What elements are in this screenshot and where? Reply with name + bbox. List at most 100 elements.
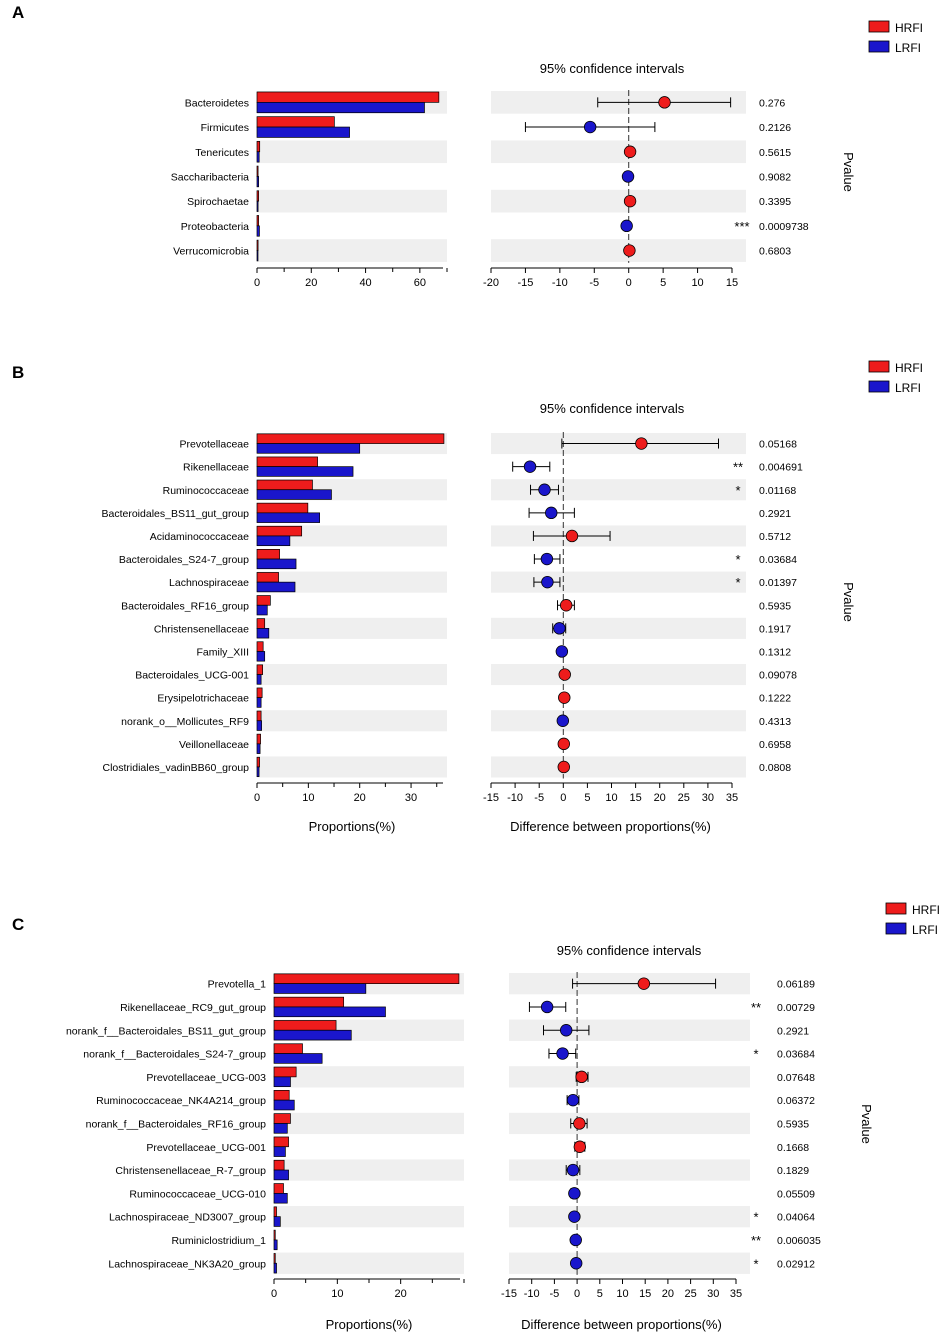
legend: HRFI LRFI	[868, 360, 923, 395]
row-band-right	[491, 617, 746, 639]
row-band-left	[257, 664, 447, 686]
diff-axis-tick-label: -15	[517, 277, 533, 289]
diff-axis-tick-label: 5	[660, 277, 666, 289]
bar-hrfi	[273, 1090, 290, 1101]
category-label: Verrucomicrobia	[173, 246, 249, 258]
category-label: norank_f__Bacteroidales_BS11_gut_group	[66, 1025, 266, 1037]
category-label: Spirochaetae	[187, 196, 249, 208]
difference-point	[623, 194, 637, 208]
bar-lrfi	[256, 535, 291, 547]
difference-point	[573, 1117, 586, 1130]
pvalue-axis-label: Pvalue	[859, 1104, 874, 1144]
pvalue-text: 0.1312	[759, 646, 791, 658]
pvalue-text: 0.9082	[759, 171, 791, 183]
difference-point	[523, 460, 537, 473]
bar-hrfi	[256, 548, 280, 560]
diff-axis-tick-label: 30	[707, 1288, 719, 1300]
pvalue-text: 0.4313	[759, 716, 791, 728]
difference-point	[560, 1024, 573, 1037]
row-band-right	[491, 239, 746, 262]
category-label: Tenericutes	[195, 147, 249, 159]
significance-mark: **	[733, 460, 743, 475]
diff-axis-tick-label: -10	[552, 277, 568, 289]
pvalue-text: 0.06372	[777, 1095, 815, 1107]
diff-axis-title: Difference between proportions(%)	[521, 1317, 722, 1332]
bar-lrfi	[273, 1029, 352, 1041]
bar-axis-tick-label: 0	[254, 792, 260, 804]
diff-axis-title: Difference between proportions(%)	[510, 819, 711, 834]
pvalue-text: 0.2921	[777, 1025, 809, 1037]
bar-axis-tick-label: 10	[302, 792, 314, 804]
panel-b: B HRFI LRFI 95% confidence intervals Prevote…	[12, 360, 923, 834]
category-label: norank_f__Bacteroidales_S24-7_group	[83, 1049, 266, 1061]
pvalue-text: 0.0808	[759, 762, 791, 774]
diff-axis-tick-label: 0	[574, 1288, 580, 1300]
bar-lrfi	[273, 1006, 386, 1018]
bar-lrfi	[273, 983, 367, 994]
bar-lrfi	[273, 1123, 288, 1134]
bar-hrfi	[273, 1113, 291, 1124]
category-label: Lachnospiraceae_ND3007_group	[109, 1212, 266, 1224]
row-band-right	[491, 525, 746, 547]
row-band-left	[257, 140, 447, 164]
row-band-right	[491, 756, 746, 778]
bar-lrfi	[256, 651, 266, 662]
pvalue-text: 0.6958	[759, 739, 791, 751]
diff-axis-tick-label: 5	[597, 1288, 603, 1300]
ci-title: 95% confidence intervals	[540, 61, 685, 76]
pvalue-text: 0.276	[759, 97, 785, 109]
row-band-left	[257, 239, 447, 262]
diff-axis-tick-label: 10	[691, 277, 703, 289]
legend-swatch-hrfi	[885, 902, 907, 915]
diff-axis-tick-label: 15	[639, 1288, 651, 1300]
category-label: Prevotellaceae_UCG-001	[146, 1142, 266, 1154]
bar-hrfi	[273, 1066, 297, 1078]
legend: HRFI LRFI	[868, 20, 923, 55]
category-label: norank_f__Bacteroidales_RF16_group	[86, 1118, 267, 1130]
diff-axis-tick-label: -10	[507, 792, 523, 804]
diff-axis-tick-label: -15	[501, 1288, 517, 1300]
difference-point	[583, 120, 597, 134]
bar-hrfi	[256, 710, 262, 722]
pvalue-text: 0.05168	[759, 439, 797, 451]
diff-axis-tick-label: 35	[726, 792, 738, 804]
bar-hrfi	[273, 1229, 276, 1241]
row-band-right	[491, 140, 746, 164]
legend-swatch-lrfi	[868, 40, 890, 53]
row-band-right	[491, 479, 746, 501]
bar-lrfi	[256, 743, 261, 754]
legend: HRFI LRFI	[885, 902, 940, 937]
diff-axis-tick-label: -10	[524, 1288, 540, 1300]
bar-hrfi	[256, 433, 445, 444]
pvalue-axis-label: Pvalue	[841, 582, 856, 622]
diff-axis-tick-label: 25	[678, 792, 690, 804]
legend-label-lrfi: LRFI	[895, 381, 921, 395]
bar-axis-tick-label: 0	[271, 1288, 277, 1300]
bar-hrfi	[256, 456, 318, 467]
bar-lrfi	[256, 558, 297, 570]
bar-hrfi	[256, 664, 263, 675]
pvalue-axis-label: Pvalue	[841, 152, 856, 192]
row-band-left	[257, 756, 447, 778]
difference-point	[565, 529, 579, 543]
category-label: Ruminococcaceae_NK4A214_group	[96, 1095, 266, 1107]
bar-hrfi	[256, 687, 263, 698]
row-band-left	[274, 1112, 464, 1135]
diff-axis-tick-label: 10	[605, 792, 617, 804]
bar-hrfi	[273, 1183, 284, 1194]
bar-axis-title: Proportions(%)	[326, 1317, 413, 1332]
pvalue-text: 0.5935	[777, 1118, 809, 1130]
bar-axis-tick-label: 20	[305, 277, 317, 289]
bar-hrfi	[256, 215, 259, 227]
category-label: Ruminococcaceae	[163, 485, 250, 497]
category-label: Acidaminococcaceae	[150, 531, 249, 543]
difference-point	[556, 714, 570, 727]
bar-lrfi	[273, 1239, 278, 1251]
diff-axis-tick-label: 0	[626, 277, 632, 289]
pvalue-text: 0.03684	[759, 554, 797, 566]
bar-axis-tick-label: 20	[395, 1288, 407, 1300]
difference-point	[658, 96, 671, 109]
row-band-left	[274, 1066, 464, 1088]
pvalue-text: 0.1668	[777, 1142, 809, 1154]
bar-hrfi	[273, 1159, 285, 1171]
